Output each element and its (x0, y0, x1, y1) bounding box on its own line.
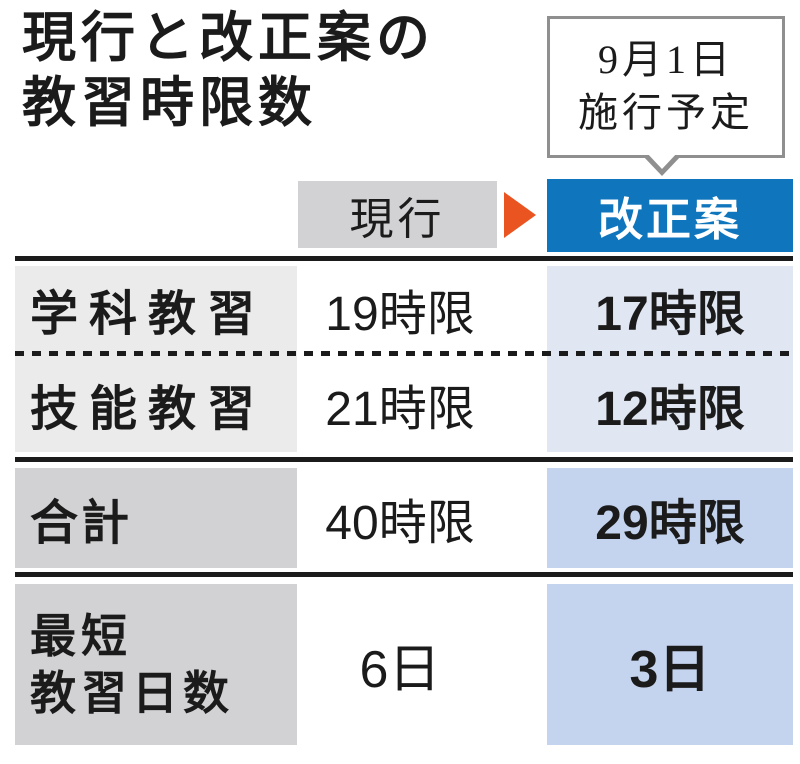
page-title: 現行と改正案の 教習時限数 (22, 6, 435, 136)
row-ginou-current-value: 21時限 (325, 383, 475, 436)
page-title-line2: 教習時限数 (22, 72, 317, 133)
label-column-bg-total (15, 468, 297, 568)
revised-column-bg-total (547, 468, 793, 568)
row-saitan-label-line2: 教習日数 (30, 666, 234, 719)
label-column-bg-days (15, 584, 297, 745)
row-goukei-label: 合計 (30, 497, 133, 550)
row-ginou-label: 技能教習 (30, 383, 267, 436)
column-header-current-label: 現行 (349, 194, 446, 244)
page-title-line1: 現行と改正案の (22, 8, 435, 68)
callout-tail-fill (646, 152, 678, 169)
revised-column-bg-lessons (547, 266, 793, 452)
separator-line-bottom (15, 572, 793, 577)
row-saitan-current-value: 6日 (359, 641, 441, 699)
label-column-bg-lessons (15, 266, 297, 452)
revised-column-bg-days (547, 584, 793, 745)
dashed-divider (15, 351, 793, 356)
column-header-current: 現行 (298, 181, 497, 248)
row-saitan-revised-value: 3日 (629, 641, 711, 699)
row-ginou-revised-value: 12時限 (595, 383, 745, 436)
callout-line2: 施行予定 (578, 90, 754, 135)
effective-date-callout: 9月1日 施行予定 (547, 16, 785, 158)
separator-line-middle (15, 457, 793, 462)
row-saitan-label-line1: 最短 (30, 610, 132, 663)
column-header-revised: 改正案 (547, 179, 793, 252)
callout-line1: 9月1日 (598, 37, 734, 83)
arrow-right-icon (504, 192, 536, 238)
row-goukei-current-value: 40時限 (325, 497, 475, 550)
row-saitan-label: 最短 教習日数 (30, 584, 234, 745)
row-gakka-revised-value: 17時限 (595, 287, 745, 341)
row-gakka-current-value: 19時限 (325, 287, 475, 341)
separator-line-top (15, 256, 793, 261)
row-gakka-label: 学科教習 (30, 287, 267, 341)
column-header-revised-label: 改正案 (597, 194, 742, 245)
row-goukei-revised-value: 29時限 (595, 497, 745, 550)
